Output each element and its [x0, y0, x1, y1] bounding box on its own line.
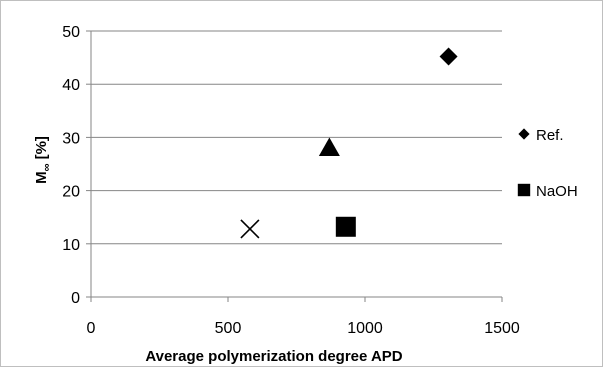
x-tick-label: 0	[87, 320, 96, 337]
x-tick-label: 1500	[484, 320, 520, 337]
legend-label-ref: Ref.	[536, 127, 564, 144]
data-point-cross	[240, 219, 260, 239]
data-point-ref	[439, 47, 458, 66]
y-tick-labels: 0 10 20 30 40 50	[62, 24, 80, 307]
legend-label-naoh: NaOH	[536, 183, 578, 200]
x-tick-label: 500	[215, 320, 242, 337]
gridlines	[91, 30, 502, 245]
y-axis-title: M∞ [%]	[33, 136, 53, 184]
y-axis-title-symbol: M	[33, 171, 50, 184]
data-point-naoh	[335, 216, 356, 237]
legend-marker-ref	[518, 128, 530, 140]
y-tick-label: 10	[62, 237, 80, 254]
y-axis-title-subscript: ∞	[41, 163, 53, 171]
y-axis-title-unit: [%]	[33, 136, 50, 164]
data-markers	[240, 47, 458, 239]
y-tick-label: 20	[62, 184, 80, 201]
x-tick-label: 1000	[347, 320, 383, 337]
legend: Ref. NaOH	[517, 127, 578, 200]
axes	[86, 30, 503, 302]
x-tick-labels: 0 500 1000 1500	[87, 320, 520, 337]
x-axis-title: Average polymerization degree APD	[145, 348, 402, 365]
y-tick-label: 40	[62, 77, 80, 94]
y-tick-label: 0	[71, 290, 80, 307]
y-tick-label: 50	[62, 24, 80, 41]
y-tick-label: 30	[62, 130, 80, 147]
data-point-triangle	[318, 137, 340, 157]
legend-marker-naoh	[517, 183, 531, 197]
cross-stroke	[240, 219, 260, 239]
